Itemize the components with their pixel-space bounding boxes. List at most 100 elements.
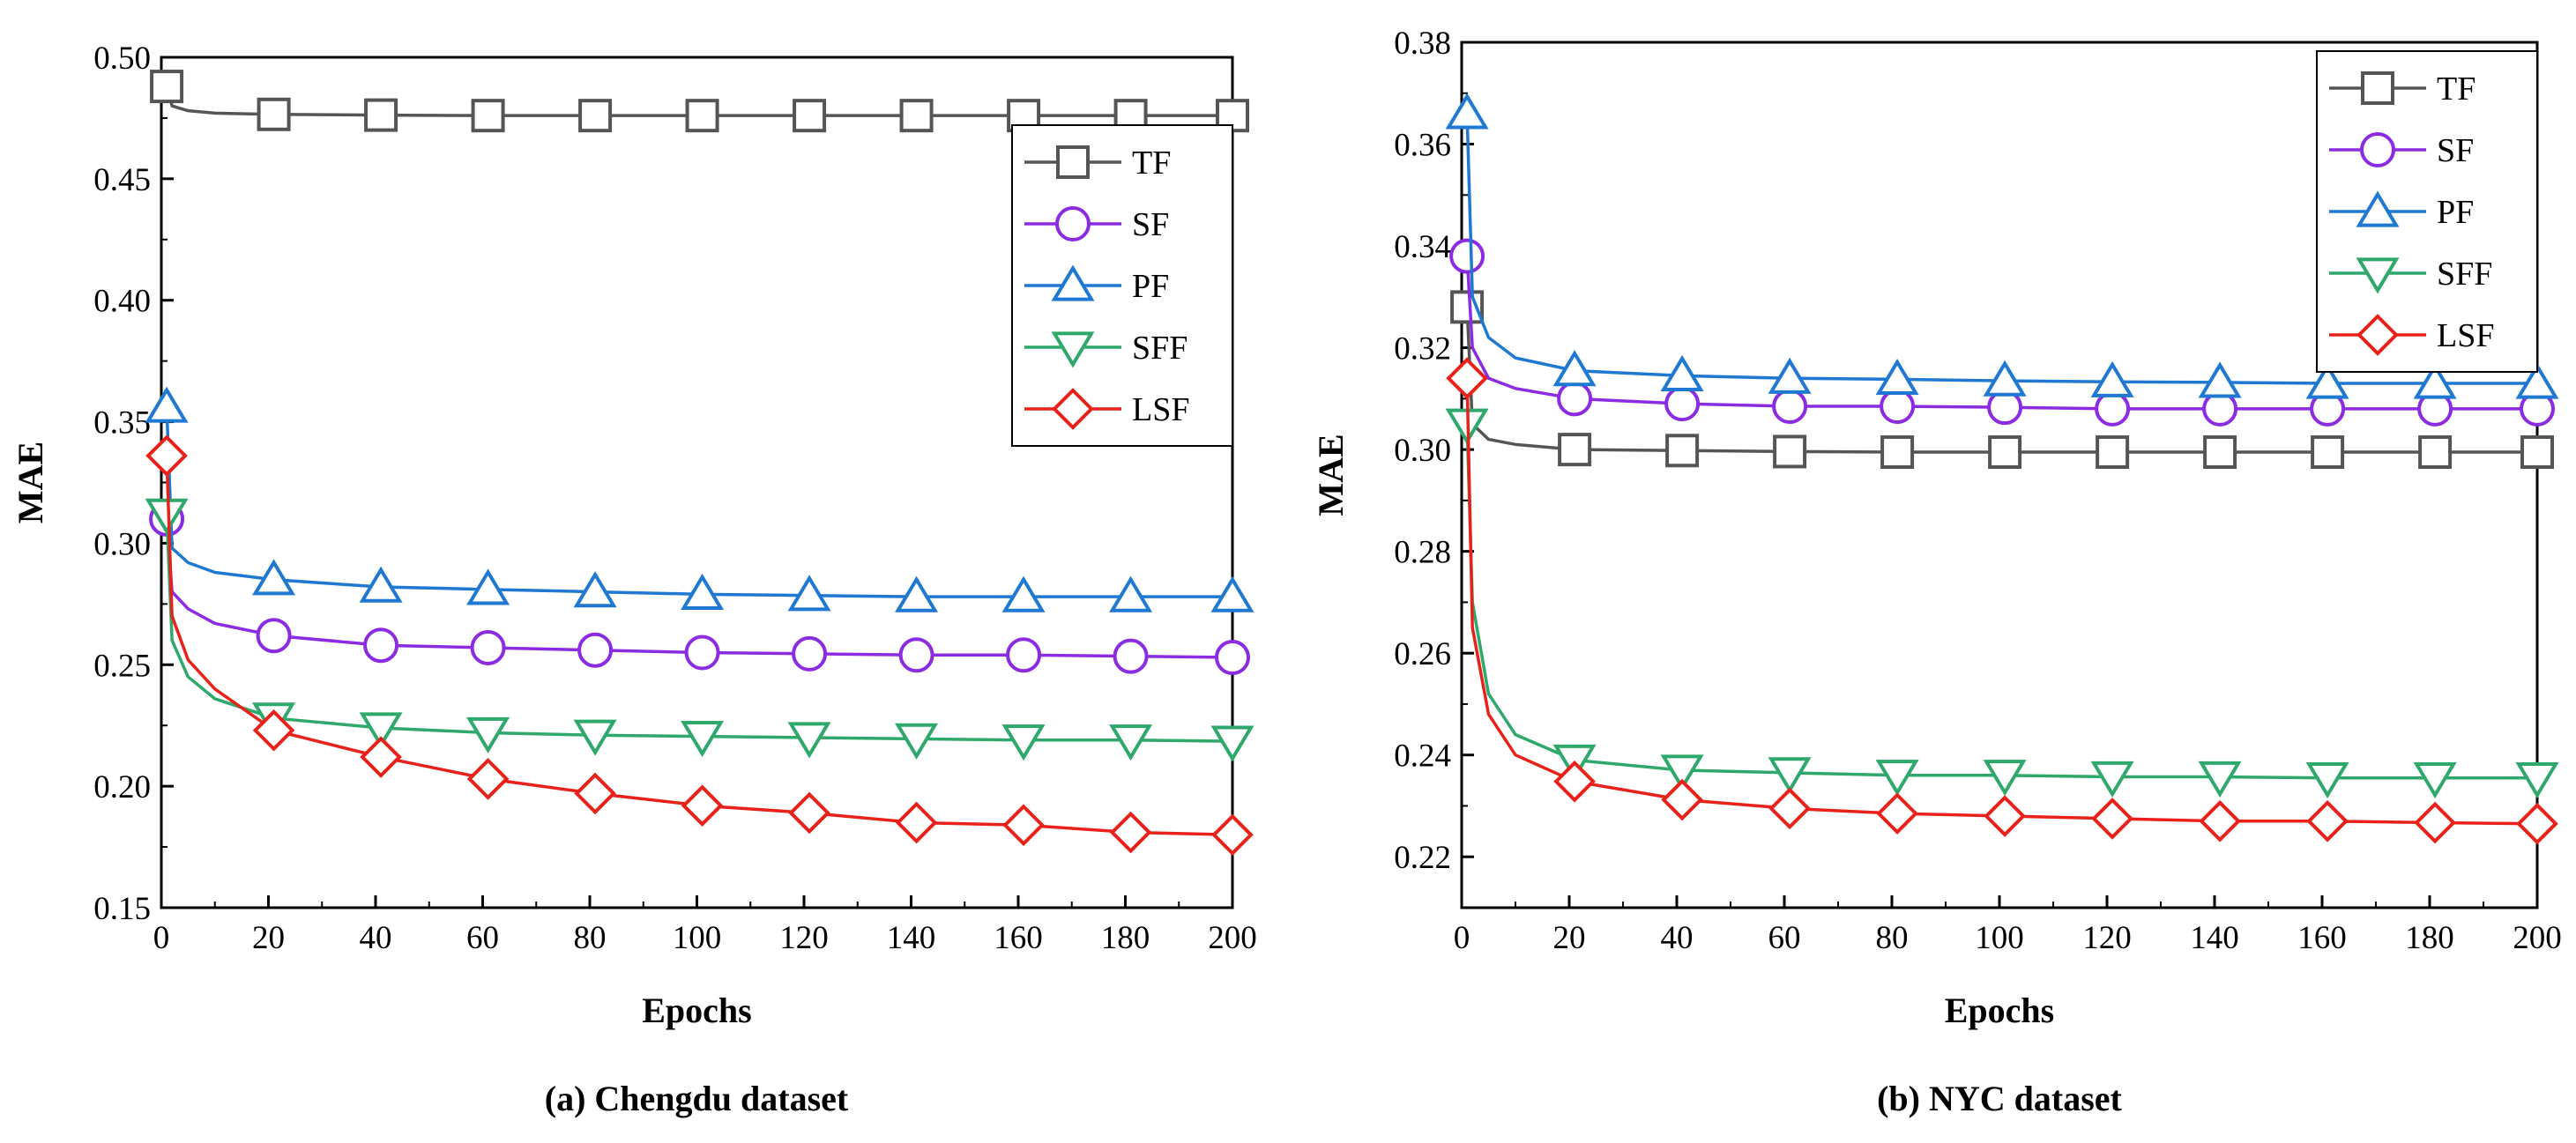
data-point (1664, 386, 1701, 422)
x-tick-label: 0 (1454, 920, 1470, 956)
data-point (2311, 435, 2345, 470)
data-point (363, 627, 399, 664)
data-point (1450, 290, 1485, 324)
data-point (895, 575, 939, 612)
data-point (2515, 762, 2559, 799)
data-point (1210, 725, 1254, 762)
data-point (898, 637, 934, 673)
y-tick-label: 0.30 (1394, 433, 1451, 469)
data-point (2515, 362, 2559, 399)
y-tick-label: 0.40 (93, 284, 151, 320)
data-point (1768, 757, 1812, 794)
data-point (1772, 389, 1808, 425)
data-point (1001, 724, 1046, 761)
data-point (1109, 724, 1153, 761)
data-point (895, 723, 939, 760)
data-point (899, 99, 934, 133)
legend-entry-lsf: LSF (1024, 388, 1189, 430)
data-point (2091, 798, 2133, 840)
y-tick-label: 0.25 (93, 648, 151, 684)
legend-entry-sff: SFF (1024, 330, 1187, 368)
data-point (145, 386, 189, 423)
data-point (1880, 389, 1916, 425)
data-point (1768, 787, 1811, 830)
legend-marker (1051, 331, 1095, 368)
data-point (2096, 435, 2130, 470)
legend-marker (2356, 257, 2400, 294)
legend-label: TF (2437, 71, 2475, 108)
legend-label: LSF (1132, 391, 1189, 428)
data-point (1661, 778, 1703, 821)
data-point (364, 98, 398, 132)
x-tick-label: 20 (1553, 920, 1586, 956)
x-tick-label: 200 (2513, 920, 2562, 956)
data-point (1211, 813, 1254, 857)
data-point (2413, 362, 2457, 399)
x-tick-label: 160 (2297, 920, 2347, 956)
data-point (1660, 354, 1704, 391)
legend-marker (2360, 132, 2395, 167)
data-point (574, 772, 616, 815)
legend-entry-pf: PF (1024, 264, 1169, 305)
series-tf (1450, 290, 2554, 470)
x-tick-label: 140 (887, 920, 936, 956)
x-tick-label: 120 (2082, 920, 2132, 956)
data-point (573, 719, 617, 756)
x-tick-label: 120 (779, 920, 829, 956)
legend-label: PF (1132, 268, 1169, 305)
data-point (2203, 435, 2237, 470)
data-point (2090, 360, 2134, 397)
y-tick-label: 0.15 (93, 891, 151, 927)
legend-entry-tf: TF (1024, 145, 1171, 182)
data-point (1983, 760, 2027, 797)
data-point (1109, 575, 1153, 612)
legend-label: LSF (2437, 317, 2494, 354)
legend-label: SFF (1132, 330, 1187, 367)
y-tick-label: 0.30 (93, 526, 151, 562)
y-tick-label: 0.34 (1394, 229, 1451, 265)
data-point (1445, 93, 1489, 130)
legend-marker (2356, 314, 2399, 356)
y-tick-label: 0.24 (1394, 738, 1451, 775)
series-sff (145, 498, 1254, 762)
data-point (252, 709, 295, 752)
data-point (1558, 433, 1592, 467)
y-tick-label: 0.38 (1394, 26, 1451, 62)
legend-marker (1056, 145, 1090, 179)
series-sf (1449, 238, 2555, 427)
x-tick-label: 140 (2190, 920, 2239, 956)
y-tick-label: 0.26 (1394, 636, 1451, 672)
chart-nyc: 0 20 40 60 80 100 120 140 160 180 200 0.22 0.24 0.26 0… (1311, 26, 2562, 1118)
data-point (681, 573, 725, 610)
data-point (1001, 575, 1046, 612)
data-point (573, 571, 617, 608)
x-tick-label: 100 (1975, 920, 2024, 956)
x-tick-label: 40 (360, 920, 392, 956)
data-point (1553, 760, 1596, 803)
data-point (470, 629, 506, 665)
data-point (359, 712, 403, 749)
data-point (895, 801, 938, 844)
series-sff (1445, 408, 2559, 799)
data-point (1002, 804, 1045, 847)
x-axis-label: Epochs (642, 991, 752, 1030)
data-point (2414, 801, 2456, 844)
data-point (145, 434, 188, 477)
x-tick-label: 60 (1768, 920, 1801, 956)
series-sf (149, 501, 1250, 676)
x-tick-label: 40 (1661, 920, 1694, 956)
data-point (1557, 381, 1593, 417)
data-point (1210, 575, 1254, 612)
data-point (684, 635, 720, 671)
data-point (1006, 637, 1042, 673)
chart-caption: (a) Chengdu dataset (545, 1079, 849, 1118)
data-point (578, 99, 613, 133)
data-point (2305, 362, 2349, 399)
data-point (1446, 357, 1488, 400)
legend-label: SF (2437, 132, 2474, 169)
data-point (1552, 350, 1597, 387)
legend-marker (1051, 264, 1095, 301)
x-tick-label: 80 (1876, 920, 1909, 956)
y-tick-label: 0.45 (93, 162, 151, 198)
